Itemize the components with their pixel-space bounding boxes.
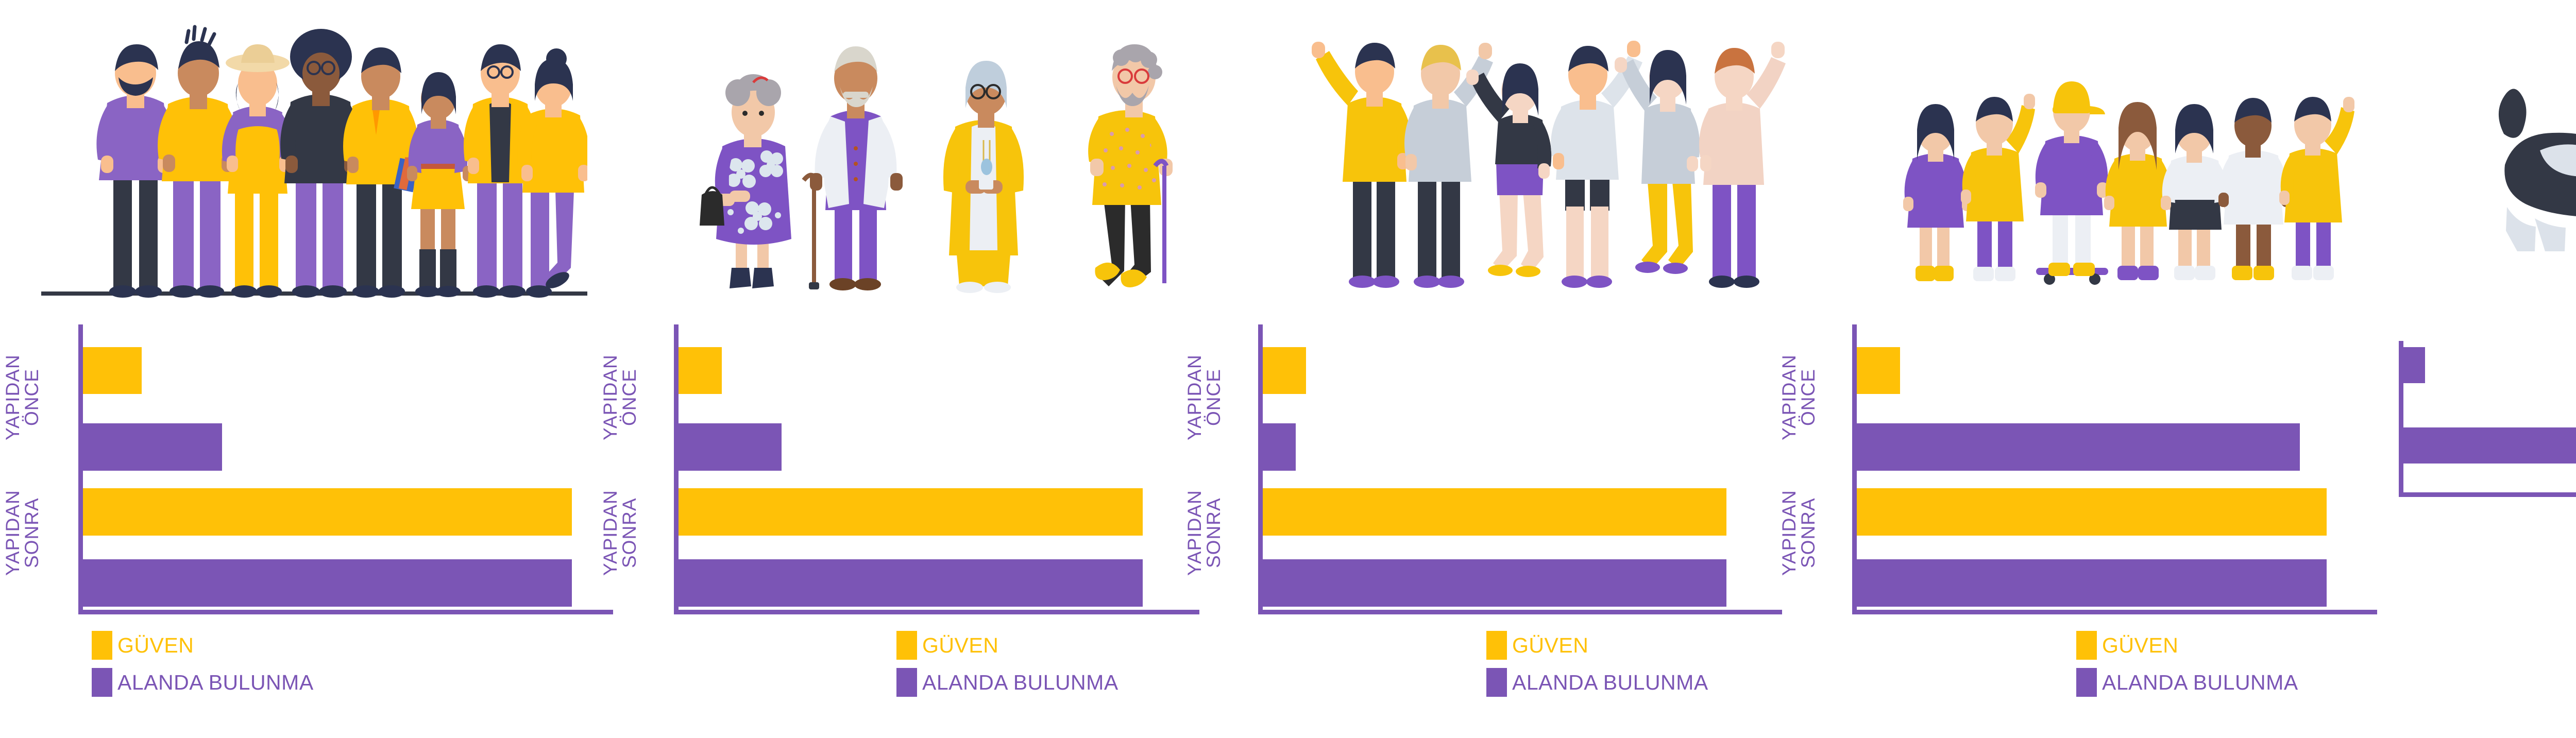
legend-item-alanda: ALANDA BULUNMA — [2076, 668, 2298, 697]
group-of-adults-illustration — [41, 5, 587, 304]
bar-before-alanda — [2403, 347, 2425, 383]
legend-item-alanda: ALANDA BULUNMA — [92, 668, 314, 697]
bar-after-guven — [1857, 488, 2327, 536]
x-axis — [2399, 492, 2576, 497]
bar-after-guven — [83, 488, 572, 536]
category-label-before: YAPIDAN ÖNCE — [2, 354, 42, 441]
y-axis — [78, 324, 83, 614]
legend-label-guven: GÜVEN — [922, 633, 999, 657]
panel-children: YAPIDAN ÖNCE YAPIDAN SONRA GÜVEN ALANDA … — [1778, 0, 2401, 738]
bar-before-guven — [83, 347, 142, 394]
chart-youth: YAPIDAN ÖNCE YAPIDAN SONRA GÜVEN ALANDA … — [1184, 309, 1829, 738]
bar-before-guven — [1857, 347, 1900, 394]
panel-adults: YAPIDAN ÖNCE YAPIDAN SONRA GÜVEN ALANDA … — [0, 0, 644, 738]
group-of-children-illustration — [1855, 15, 2375, 304]
category-label-before: YAPIDAN ÖNCE — [600, 354, 640, 441]
category-label-before: YAPIDAN ÖNCE — [1778, 354, 1819, 441]
y-axis — [1852, 324, 1857, 614]
x-axis — [1258, 610, 1782, 614]
legend-label-guven: GÜVEN — [1512, 633, 1589, 657]
legend-item-guven: GÜVEN — [92, 631, 314, 660]
y-axis — [674, 324, 679, 614]
legend-label-guven: GÜVEN — [117, 633, 194, 657]
legend-label-alanda: ALANDA BULUNMA — [922, 670, 1118, 694]
legend-item-guven: GÜVEN — [896, 631, 1118, 660]
legend: GÜVEN ALANDA BULUNMA — [2076, 631, 2298, 697]
legend-label-alanda: ALANDA BULUNMA — [117, 670, 314, 694]
panel-pets: ALANDA BULUNMA — [2399, 0, 2576, 738]
legend-label-alanda: ALANDA BULUNMA — [1512, 670, 1708, 694]
panel-elderly: YAPIDAN ÖNCE YAPIDAN SONRA GÜVEN ALANDA … — [600, 0, 1231, 738]
legend-swatch-guven-icon — [2076, 631, 2097, 660]
legend-item-guven: GÜVEN — [1486, 631, 1708, 660]
legend-item-alanda: ALANDA BULUNMA — [896, 668, 1118, 697]
bar-after-alanda — [83, 559, 572, 607]
bar-after-guven — [679, 488, 1143, 536]
chart-children: YAPIDAN ÖNCE YAPIDAN SONRA GÜVEN ALANDA … — [1778, 309, 2401, 738]
bar-after-alanda — [1263, 559, 1726, 607]
legend-item-alanda: ALANDA BULUNMA — [1486, 668, 1708, 697]
panel-youth: YAPIDAN ÖNCE YAPIDAN SONRA GÜVEN ALANDA … — [1184, 0, 1829, 738]
legend-swatch-guven-icon — [1486, 631, 1507, 660]
legend: GÜVEN ALANDA BULUNMA — [896, 631, 1118, 697]
legend-swatch-guven-icon — [896, 631, 917, 660]
y-axis — [2399, 341, 2403, 496]
category-label-after: YAPIDAN SONRA — [1778, 490, 1819, 576]
bar-after-alanda — [1857, 559, 2327, 607]
legend-swatch-alanda-icon — [2076, 668, 2097, 697]
chart-pets: ALANDA BULUNMA — [2399, 309, 2576, 738]
legend-item-guven: GÜVEN — [2076, 631, 2298, 660]
bar-before-alanda — [83, 423, 222, 471]
category-label-after: YAPIDAN SONRA — [1184, 490, 1224, 576]
chart-adults: YAPIDAN ÖNCE YAPIDAN SONRA GÜVEN ALANDA … — [0, 309, 644, 738]
legend-label-alanda: ALANDA BULUNMA — [2102, 670, 2298, 694]
pets-illustration — [2473, 10, 2576, 299]
bar-before-guven — [679, 347, 722, 394]
x-axis — [78, 610, 613, 614]
bar-before-alanda — [1263, 423, 1296, 471]
bar-before-guven — [1263, 347, 1306, 394]
bar-after-guven — [1263, 488, 1726, 536]
category-label-after: YAPIDAN SONRA — [2, 490, 42, 576]
category-label-before: YAPIDAN ÖNCE — [1184, 354, 1224, 441]
y-axis — [1258, 324, 1263, 614]
x-axis — [1852, 610, 2377, 614]
group-of-young-adults-illustration — [1257, 8, 1793, 304]
legend: GÜVEN ALANDA BULUNMA — [92, 631, 314, 697]
x-axis — [674, 610, 1199, 614]
group-of-elderly-illustration — [680, 10, 1195, 304]
bar-after-alanda — [2403, 427, 2576, 464]
chart-elderly: YAPIDAN ÖNCE YAPIDAN SONRA GÜVEN ALANDA … — [600, 309, 1231, 738]
legend: GÜVEN ALANDA BULUNMA — [1486, 631, 1708, 697]
bar-after-alanda — [679, 559, 1143, 607]
legend-swatch-alanda-icon — [1486, 668, 1507, 697]
legend-swatch-guven-icon — [92, 631, 112, 660]
legend-swatch-alanda-icon — [92, 668, 112, 697]
bar-before-alanda — [1857, 423, 2300, 471]
category-label-after: YAPIDAN SONRA — [600, 490, 640, 576]
bar-before-alanda — [679, 423, 782, 471]
legend-swatch-alanda-icon — [896, 668, 917, 697]
legend-label-guven: GÜVEN — [2102, 633, 2179, 657]
